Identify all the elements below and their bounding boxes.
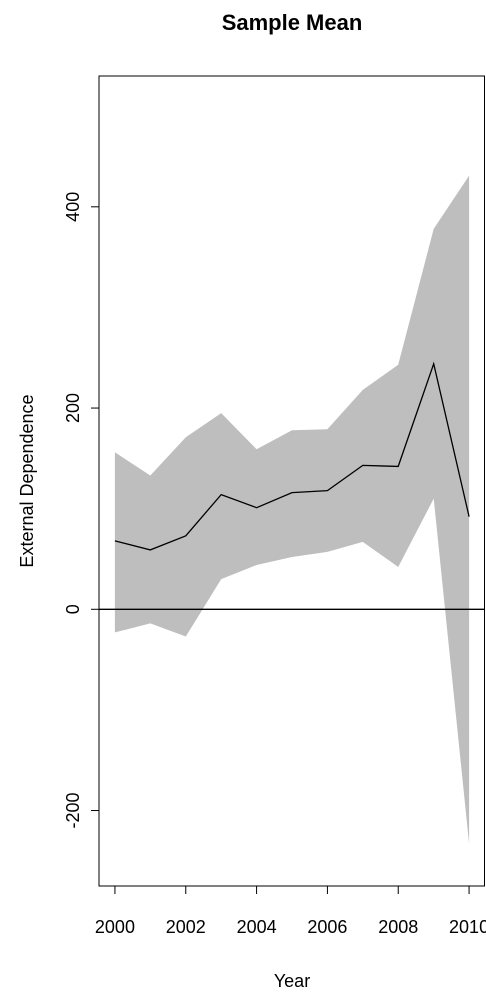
x-tick-label: 2002	[166, 917, 206, 937]
y-tick-label: -200	[63, 792, 83, 828]
x-axis-label: Year	[274, 971, 310, 991]
x-tick-label: 2006	[307, 917, 347, 937]
mean-line	[114, 361, 470, 551]
confidence-band	[114, 175, 470, 844]
y-axis-label: External Dependence	[17, 394, 37, 567]
x-tick-label: 2000	[95, 917, 135, 937]
chart-title: Sample Mean	[222, 10, 363, 35]
x-tick-label: 2004	[237, 917, 277, 937]
x-tick-label: 2010	[449, 917, 486, 937]
x-tick-label: 2008	[378, 917, 418, 937]
y-tick-label: 400	[63, 192, 83, 222]
y-tick-label: 200	[63, 393, 83, 423]
y-tick-label: 0	[63, 604, 83, 614]
plot-area: 2000 2002 2004 2006 2008 2010 -200 0 200 400	[63, 75, 486, 937]
